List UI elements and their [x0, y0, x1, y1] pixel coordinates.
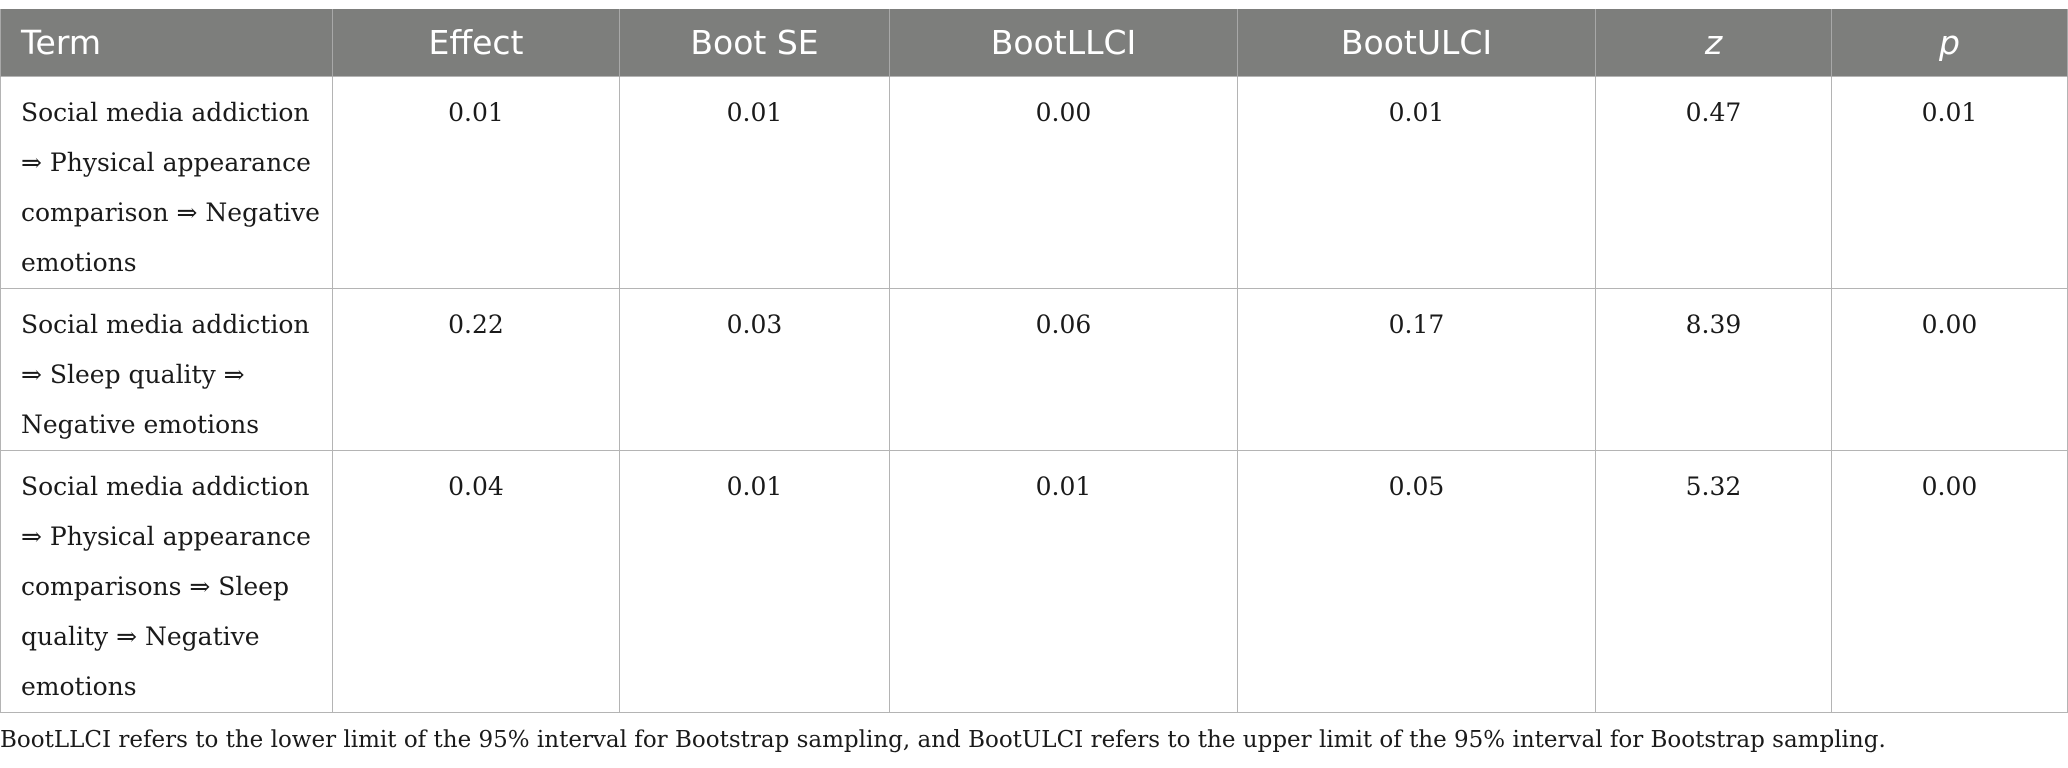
cell-z: 0.47	[1595, 76, 1832, 289]
table-row: Social media addiction ⇒ Physical appear…	[0, 450, 2068, 713]
cell-bootulci: 0.05	[1237, 450, 1596, 713]
cell-z: 8.39	[1595, 288, 1832, 451]
header-p: p	[1831, 9, 2068, 77]
cell-effect: 0.22	[332, 288, 620, 451]
cell-p: 0.00	[1831, 450, 2068, 713]
header-term: Term	[0, 9, 333, 77]
mediation-effects-table: Term Effect Boot SE BootLLCI BootULCI z …	[0, 9, 2068, 713]
header-z: z	[1595, 9, 1832, 77]
table-row: Social media addiction ⇒ Sleep quality ⇒…	[0, 288, 2068, 451]
table-row: Social media addiction ⇒ Physical appear…	[0, 76, 2068, 289]
cell-effect: 0.01	[332, 76, 620, 289]
table-header-row: Term Effect Boot SE BootLLCI BootULCI z …	[0, 9, 2068, 77]
header-effect: Effect	[332, 9, 620, 77]
cell-term: Social media addiction ⇒ Physical appear…	[0, 450, 333, 713]
cell-effect: 0.04	[332, 450, 620, 713]
mediation-table-container: Term Effect Boot SE BootLLCI BootULCI z …	[0, 9, 2068, 713]
cell-p: 0.00	[1831, 288, 2068, 451]
cell-boot-se: 0.01	[619, 76, 890, 289]
header-bootllci: BootLLCI	[889, 9, 1238, 77]
cell-bootllci: 0.06	[889, 288, 1238, 451]
cell-boot-se: 0.01	[619, 450, 890, 713]
cell-term: Social media addiction ⇒ Physical appear…	[0, 76, 333, 289]
header-boot-se: Boot SE	[619, 9, 890, 77]
cell-boot-se: 0.03	[619, 288, 890, 451]
header-bootulci: BootULCI	[1237, 9, 1596, 77]
cell-bootulci: 0.17	[1237, 288, 1596, 451]
cell-term: Social media addiction ⇒ Sleep quality ⇒…	[0, 288, 333, 451]
cell-z: 5.32	[1595, 450, 1832, 713]
cell-bootllci: 0.00	[889, 76, 1238, 289]
cell-bootllci: 0.01	[889, 450, 1238, 713]
cell-bootulci: 0.01	[1237, 76, 1596, 289]
table-footnote: BootLLCI refers to the lower limit of th…	[0, 727, 1886, 753]
cell-p: 0.01	[1831, 76, 2068, 289]
